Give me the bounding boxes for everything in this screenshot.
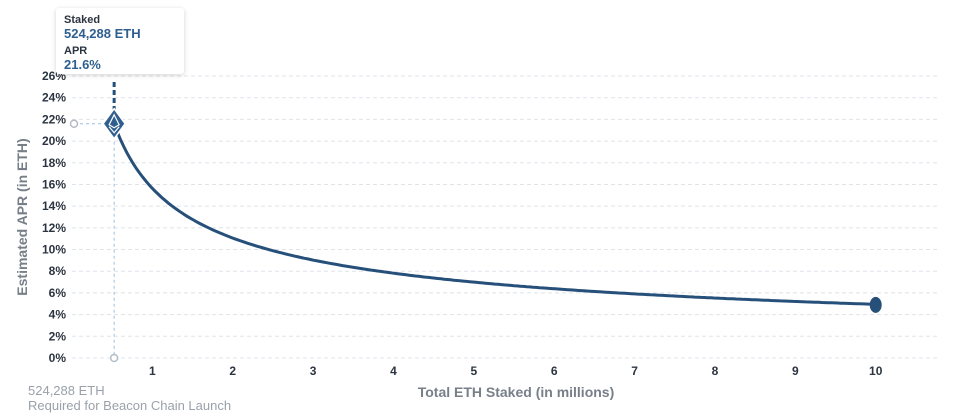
tooltip-staked-label: Staked: [64, 14, 101, 26]
y-tick-label: 22%: [42, 112, 66, 126]
x-tick-label: 2: [229, 364, 236, 378]
x-tick-label: 8: [712, 364, 719, 378]
y-tick-label: 12%: [42, 221, 66, 235]
launch-footnote: 524,288 ETH Required for Beacon Chain La…: [28, 383, 231, 413]
x-tick-label: 1: [149, 364, 156, 378]
y-axis-title: Estimated APR (in ETH): [14, 138, 30, 295]
x-tick-label: 6: [551, 364, 558, 378]
x-tick-label: 7: [631, 364, 638, 378]
hover-tooltip: Staked 524,288 ETH APR 21.6%: [56, 8, 184, 74]
y-tick-label: 2%: [49, 329, 67, 343]
tooltip-apr-value: 21.6%: [64, 57, 101, 72]
y-axis-guide-dot: [69, 119, 79, 128]
ethereum-icon-upper-facet: [108, 113, 120, 129]
y-tick-label: 14%: [42, 199, 66, 213]
x-axis-guide-dot: [109, 353, 119, 363]
y-tick-label: 6%: [49, 286, 67, 300]
y-tick-label: 20%: [42, 134, 66, 148]
x-tick-label: 9: [792, 364, 799, 378]
y-tick-label: 4%: [49, 308, 67, 322]
x-axis-title: Total ETH Staked (in millions): [418, 384, 615, 400]
footnote-caption: Required for Beacon Chain Launch: [28, 398, 232, 413]
x-tick-label: 4: [390, 364, 397, 378]
tooltip-staked-value: 524,288 ETH: [64, 26, 141, 41]
ethereum-icon-lower-facet: [108, 126, 120, 134]
footnote-amount: 524,288 ETH: [28, 383, 105, 398]
x-tick-label: 5: [471, 364, 478, 378]
x-tick-label: 3: [310, 364, 317, 378]
y-tick-label: 10%: [42, 243, 66, 257]
end-point-marker: [869, 296, 882, 313]
apr-curve-line: [112, 122, 878, 306]
y-tick-label: 18%: [42, 156, 66, 170]
y-tick-label: 16%: [42, 177, 66, 191]
x-tick-label: 10: [869, 364, 883, 378]
tooltip-apr-label: APR: [64, 45, 88, 57]
y-tick-label: 8%: [49, 264, 67, 278]
ethereum-icon: [102, 107, 127, 140]
y-tick-label: 0%: [49, 351, 67, 365]
y-tick-label: 24%: [42, 91, 66, 105]
